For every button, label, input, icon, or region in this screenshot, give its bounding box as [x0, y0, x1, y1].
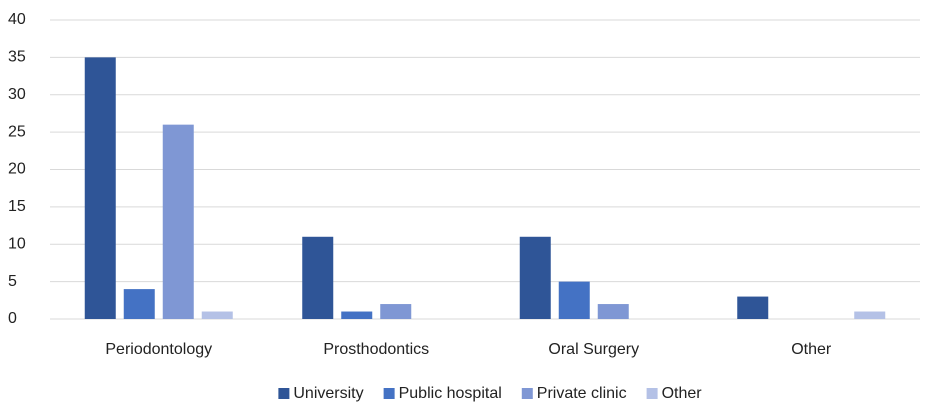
bar: [737, 296, 769, 319]
bar: [519, 236, 551, 319]
bar: [84, 57, 116, 319]
bar: [123, 289, 155, 319]
legend-swatch: [383, 388, 395, 399]
bar: [380, 304, 412, 319]
bar: [302, 236, 334, 319]
y-tick-label: 5: [8, 273, 17, 290]
legend-label: Private clinic: [537, 385, 627, 402]
y-tick-label: 0: [8, 310, 17, 327]
bar: [558, 281, 590, 319]
legend-swatch: [521, 388, 533, 399]
x-tick-label: Periodontology: [105, 341, 212, 358]
legend-swatch: [278, 388, 290, 399]
bar: [341, 311, 373, 319]
legend-label: Other: [662, 385, 703, 402]
y-tick-label: 20: [8, 161, 26, 178]
y-tick-label: 15: [8, 198, 26, 215]
y-tick-label: 30: [8, 86, 26, 103]
x-tick-label: Other: [791, 341, 832, 358]
x-tick-label: Prosthodontics: [323, 341, 429, 358]
y-tick-label: 10: [8, 235, 26, 252]
legend-swatch: [646, 388, 658, 399]
x-tick-label: Oral Surgery: [548, 341, 639, 358]
bar: [201, 311, 233, 319]
y-tick-label: 40: [8, 11, 26, 28]
y-tick-label: 35: [8, 49, 26, 66]
legend-label: Public hospital: [399, 385, 502, 402]
bar: [162, 124, 194, 320]
y-tick-label: 25: [8, 123, 26, 140]
bar: [854, 311, 886, 319]
legend-label: University: [293, 385, 363, 402]
bar: [597, 304, 629, 319]
